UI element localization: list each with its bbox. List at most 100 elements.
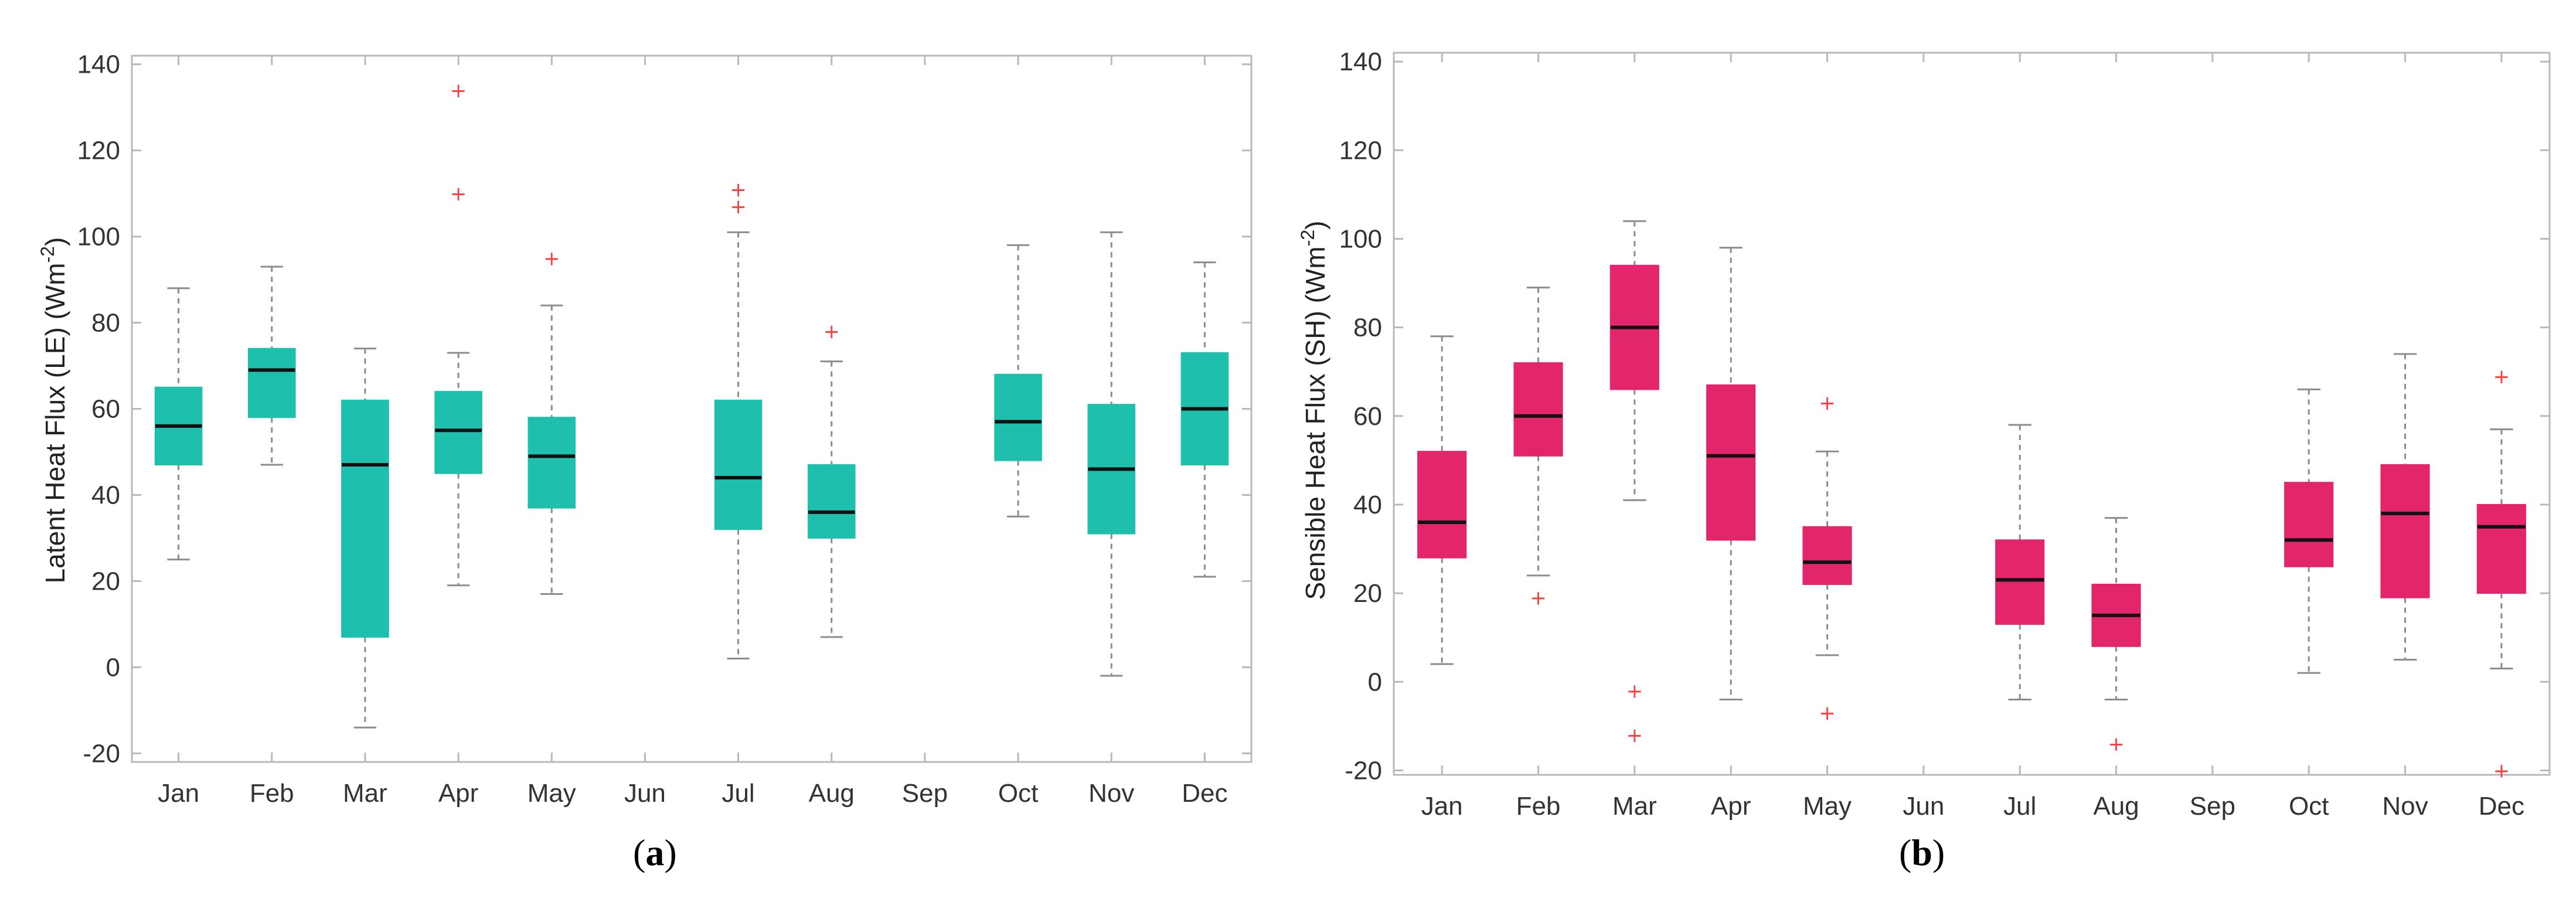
c1-y-axis-label: Sensible Heat Flux (SH) (Wm-2) [1297,220,1330,600]
c0-box-jul: ++ [714,178,763,660]
c1-x-tick-label-aug: Aug [2093,792,2139,821]
c0-outlier-apr: + [450,182,467,206]
c1-outlier-may: + [1819,392,1836,415]
c0-box-dec [1180,261,1229,578]
c0-x-tick-label-may: May [528,779,576,808]
c1-iqr-box-jan [1417,451,1467,559]
c0-iqr-box-may [528,417,576,509]
c0-box-feb [247,266,296,466]
c1-iqr-box-apr [1706,384,1756,541]
c0-x-tick-label-aug: Aug [809,779,855,808]
c1-x-tick-label-jan: Jan [1421,792,1463,821]
c1-outlier-feb: + [1530,587,1547,610]
c1-x-tick-label-oct: Oct [2289,792,2329,821]
c0-iqr-box-mar [341,399,389,638]
c1-outlier-mar: + [1626,679,1643,703]
c0-x-tick-label-jul: Jul [722,779,754,808]
c1-box-feb: + [1513,287,1563,610]
caption-a: (a) [633,832,677,873]
c0-x-tick-label-feb: Feb [250,779,294,808]
c1-x-tick-label-nov: Nov [2382,792,2428,821]
c0-x-tick-label-mar: Mar [343,779,387,808]
c1-y-axis-label-sup: -2 [1297,230,1318,246]
c0-x-tick-label-jan: Jan [158,779,199,808]
c1-plot-frame [1393,52,2551,776]
c1-y-tick-label: 80 [1353,314,1382,342]
c1-outlier-mar: + [1626,724,1643,747]
c0-y-tick-label: 140 [77,50,120,79]
c0-iqr-box-feb [247,348,296,418]
caption-b: (b) [1899,832,1945,873]
c0-outlier-jul: + [730,178,747,202]
c1-x-tick-label-feb: Feb [1516,792,1561,821]
c0-x-tick-label-jun: Jun [624,779,666,808]
c1-outlier-aug: + [2108,733,2125,756]
c0-box-mar [341,348,389,729]
c1-box-may: ++ [1802,392,1852,725]
c0-y-axis-label: Latent Heat Flux (LE) (Wm-2) [37,237,70,584]
c1-box-nov [2380,353,2430,661]
c0-box-may: + [528,247,576,595]
caption-b-letter: b [1911,832,1932,873]
c1-y-axis-label-close: ) [1300,220,1330,229]
c1-iqr-box-dec [2476,503,2526,594]
c1-y-tick-label: -20 [1345,756,1382,785]
c0-box-apr: ++ [434,79,482,587]
caption-a-letter: a [645,832,665,873]
c1-x-tick-label-sep: Sep [2190,792,2235,821]
c0-y-tick-label: 80 [91,309,120,338]
c0-y-tick-label: 40 [91,481,120,509]
c1-y-tick-label: 60 [1353,402,1382,431]
c0-box-oct [994,244,1042,518]
c0-iqr-box-jul [714,399,763,530]
c0-outlier-may: + [543,247,560,270]
c0-iqr-box-apr [434,391,482,474]
c1-iqr-box-feb [1513,362,1563,457]
c1-outlier-dec: + [2493,759,2510,782]
c1-x-tick-label-jun: Jun [1903,792,1944,821]
c0-y-tick-label: 100 [77,223,120,251]
c0-y-tick-label: -20 [83,739,120,768]
c0-box-jan [154,287,203,561]
c1-y-tick-label: 140 [1339,47,1382,76]
c0-y-tick-label: 20 [91,567,120,595]
chart-b: -20 0 20 40 60 80 100 120 140 Jan Feb Mar Apr May Jun J… [1297,47,2551,821]
c1-box-mar: ++ [1609,220,1659,747]
c0-outlier-apr: + [450,79,467,103]
c0-box-aug: + [807,320,856,638]
c1-box-jul [1995,424,2045,701]
c0-y-axis-label-text: Latent Heat Flux (LE) (Wm [40,263,70,583]
c0-y-tick-label: 60 [91,395,120,424]
c1-box-apr [1706,247,1756,701]
c1-y-tick-label: 0 [1368,668,1382,696]
c0-x-tick-label-apr: Apr [438,779,478,808]
c0-outlier-aug: + [823,320,840,343]
c0-x-tick-label-dec: Dec [1182,779,1227,808]
c1-y-tick-label: 100 [1339,224,1382,253]
c1-box-aug: + [2091,517,2141,756]
c1-box-oct [2284,388,2334,674]
c0-iqr-box-oct [994,373,1042,461]
chart-a: -20 0 20 40 60 80 100 120 140 Jan Feb Mar Apr May Jun J… [37,50,1253,808]
c1-y-tick-label: 40 [1353,491,1382,519]
c0-x-tick-label-sep: Sep [902,779,948,808]
c1-box-dec: ++ [2476,365,2526,782]
c1-box-jan [1417,335,1467,665]
c0-x-tick-label-nov: Nov [1088,779,1134,808]
c1-iqr-box-nov [2380,464,2430,598]
c0-y-axis-label-sup: -2 [37,246,58,263]
c0-iqr-box-aug [807,464,856,539]
c1-x-tick-label-may: May [1803,792,1852,821]
c0-outlier-jul: + [730,195,747,219]
c1-outlier-may: + [1819,702,1836,725]
c0-y-tick-label: 120 [77,137,120,165]
c1-outlier-dec: + [2493,365,2510,389]
c1-iqr-box-oct [2284,482,2334,567]
c0-y-tick-label: 0 [106,653,120,682]
c0-y-axis-label-close: ) [40,237,70,246]
c1-x-tick-label-apr: Apr [1711,792,1751,821]
c1-x-tick-label-jul: Jul [2003,792,2036,821]
c1-x-tick-label-dec: Dec [2479,792,2524,821]
c1-iqr-box-jul [1995,539,2045,625]
c1-iqr-box-may [1802,526,1852,585]
